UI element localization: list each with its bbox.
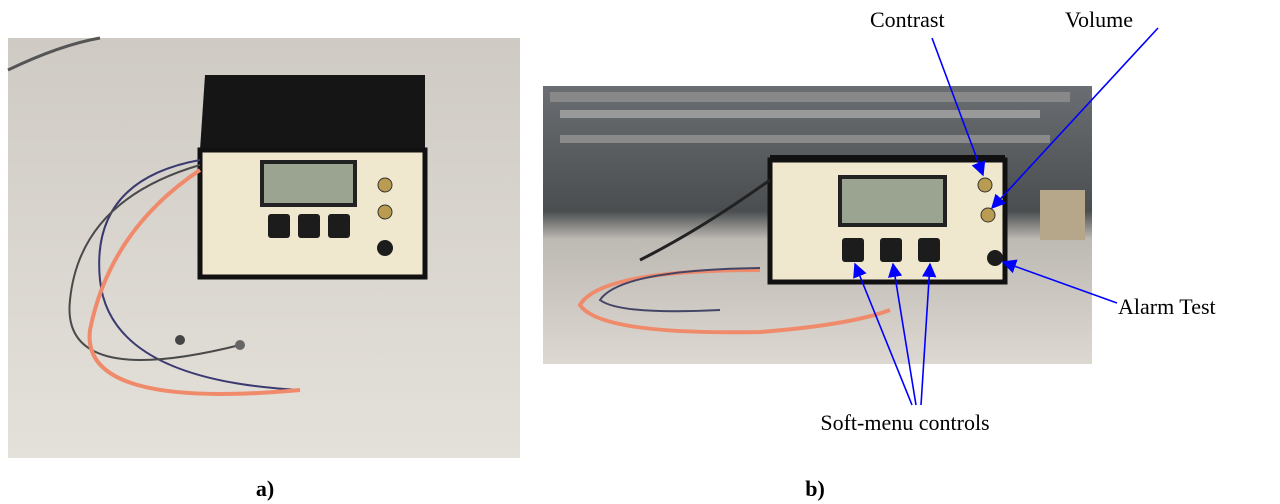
photo-b xyxy=(543,86,1092,364)
photo-a xyxy=(8,38,520,458)
callout-label: Volume xyxy=(1065,7,1133,32)
panel-caption: b) xyxy=(805,476,825,501)
callout-label: Contrast xyxy=(870,7,945,32)
panel-caption: a) xyxy=(256,476,274,501)
callout-label: Alarm Test xyxy=(1118,294,1216,319)
callout-label: Soft-menu controls xyxy=(820,410,989,435)
figure: Contrast Volume Alarm Test Soft-menu con… xyxy=(0,0,1280,504)
